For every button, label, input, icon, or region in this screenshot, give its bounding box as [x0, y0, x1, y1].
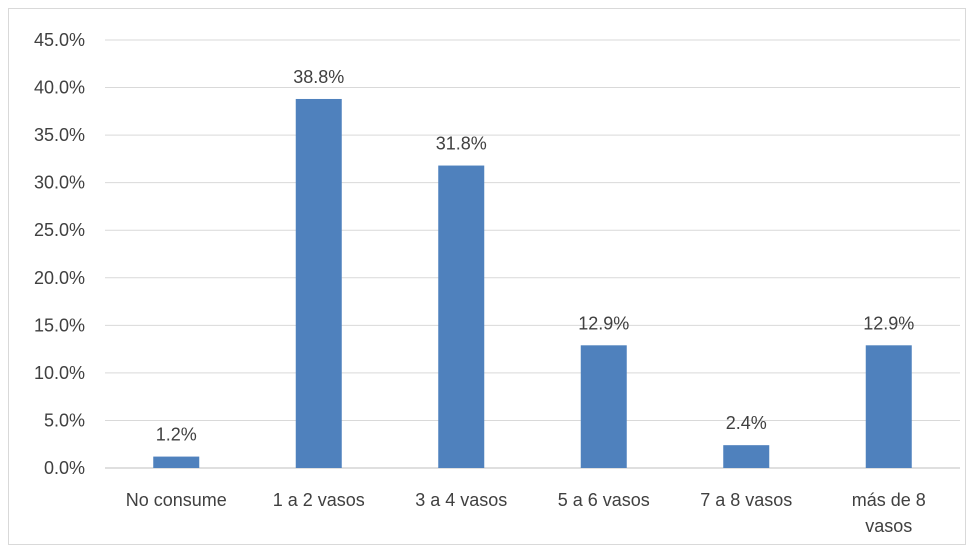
data-label: 12.9%: [578, 313, 629, 333]
x-tick-label: 1 a 2 vasos: [273, 490, 365, 510]
y-tick-label: 5.0%: [44, 410, 85, 430]
y-tick-label: 20.0%: [34, 268, 85, 288]
x-tick-label: más de 8: [852, 490, 926, 510]
bar: [438, 165, 485, 468]
bar: [865, 345, 912, 468]
data-label: 12.9%: [863, 313, 914, 333]
data-label: 31.8%: [436, 134, 487, 154]
y-tick-label: 30.0%: [34, 173, 85, 193]
x-tick-label: 3 a 4 vasos: [415, 490, 507, 510]
bar: [723, 445, 770, 468]
y-tick-label: 10.0%: [34, 363, 85, 383]
x-tick-label: 7 a 8 vasos: [700, 490, 792, 510]
y-tick-label: 40.0%: [34, 78, 85, 98]
data-label: 2.4%: [726, 413, 767, 433]
chart-frame: [8, 8, 966, 545]
y-tick-label: 35.0%: [34, 125, 85, 145]
bar: [295, 98, 342, 469]
x-tick-label: vasos: [865, 516, 912, 536]
bar: [580, 345, 627, 468]
y-tick-label: 25.0%: [34, 220, 85, 240]
bar: [153, 456, 200, 468]
x-tick-label: No consume: [126, 490, 227, 510]
x-tick-label: 5 a 6 vasos: [558, 490, 650, 510]
y-tick-label: 15.0%: [34, 315, 85, 335]
y-tick-label: 45.0%: [34, 30, 85, 50]
y-tick-label: 0.0%: [44, 458, 85, 478]
data-label: 1.2%: [156, 425, 197, 445]
data-label: 38.8%: [293, 67, 344, 87]
